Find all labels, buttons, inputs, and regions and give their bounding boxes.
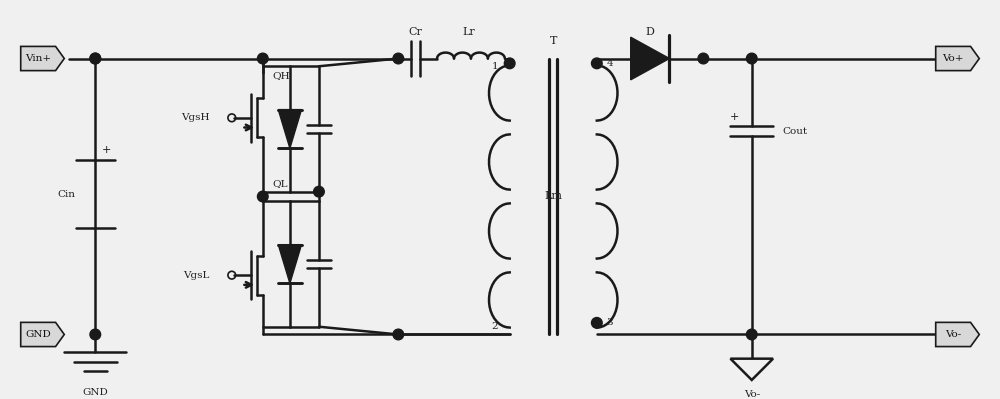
Text: Lr: Lr	[463, 28, 475, 38]
Circle shape	[393, 53, 404, 64]
Text: GND: GND	[82, 388, 108, 397]
Circle shape	[90, 329, 101, 340]
Circle shape	[257, 191, 268, 202]
Text: 2: 2	[491, 322, 498, 331]
Polygon shape	[21, 322, 64, 347]
Text: Cr: Cr	[409, 28, 423, 38]
Circle shape	[591, 58, 602, 69]
Text: VgsH: VgsH	[181, 113, 210, 122]
Circle shape	[504, 58, 515, 69]
Text: Vo-: Vo-	[744, 390, 760, 399]
Text: QL: QL	[272, 180, 288, 188]
Circle shape	[90, 53, 101, 64]
Text: GND: GND	[25, 330, 51, 339]
Text: 4: 4	[607, 59, 613, 68]
Polygon shape	[936, 46, 979, 71]
Text: QH: QH	[272, 71, 290, 81]
Circle shape	[393, 329, 404, 340]
Text: +: +	[730, 112, 739, 122]
Text: Vo-: Vo-	[945, 330, 961, 339]
Text: 1: 1	[491, 62, 498, 71]
Circle shape	[314, 186, 324, 197]
Text: 3: 3	[607, 318, 613, 327]
Polygon shape	[278, 110, 302, 148]
Polygon shape	[730, 359, 773, 380]
Polygon shape	[631, 37, 669, 80]
Text: Vin+: Vin+	[25, 54, 51, 63]
Text: Lm: Lm	[544, 192, 562, 201]
Circle shape	[591, 318, 602, 328]
Polygon shape	[278, 245, 302, 283]
Circle shape	[746, 329, 757, 340]
Text: Vo+: Vo+	[942, 54, 964, 63]
Text: VgsL: VgsL	[183, 271, 210, 280]
Circle shape	[698, 53, 709, 64]
Text: T: T	[550, 36, 557, 46]
Polygon shape	[21, 46, 64, 71]
Text: Cin: Cin	[57, 190, 75, 199]
Circle shape	[90, 53, 101, 64]
Circle shape	[746, 53, 757, 64]
Polygon shape	[936, 322, 979, 347]
Text: Cout: Cout	[783, 126, 808, 136]
Text: +: +	[102, 146, 112, 156]
Circle shape	[257, 53, 268, 64]
Text: D: D	[646, 28, 655, 38]
